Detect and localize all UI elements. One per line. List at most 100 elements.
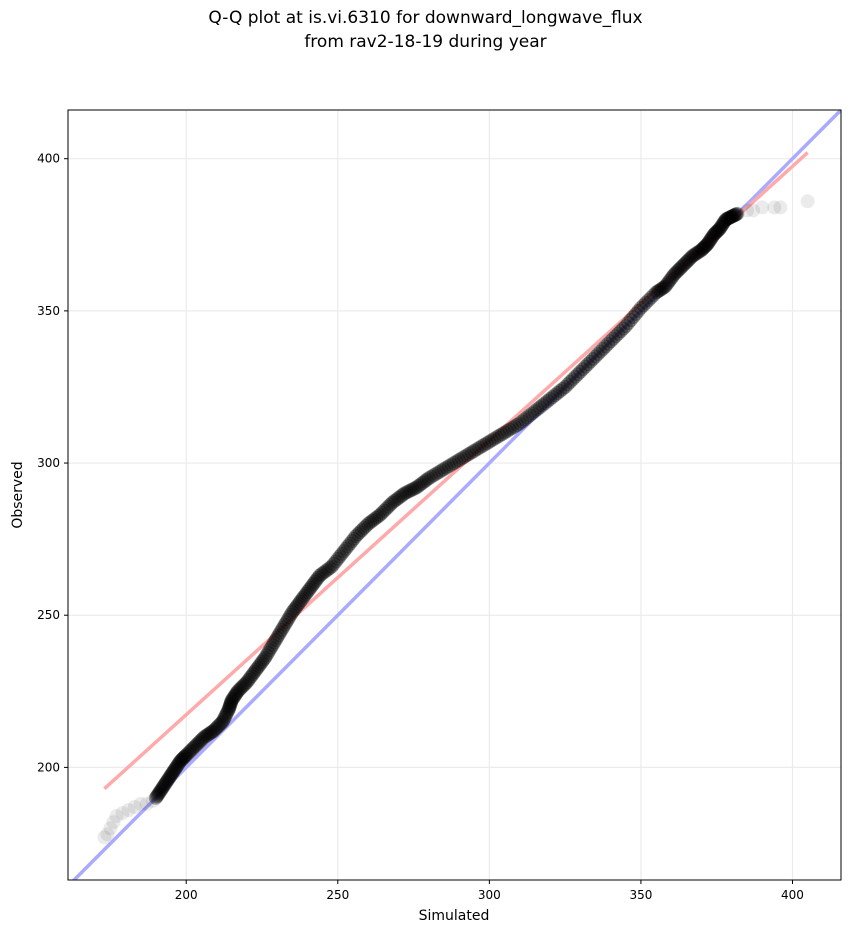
data-point <box>710 223 725 238</box>
data-point <box>505 421 520 436</box>
data-point <box>677 256 692 271</box>
data-point <box>363 515 378 530</box>
data-point <box>387 494 402 509</box>
data-point <box>226 690 241 705</box>
data-point <box>385 495 400 510</box>
data-point <box>230 684 245 699</box>
data-point <box>452 453 467 467</box>
data-point <box>532 400 547 415</box>
x-tick-label: 300 <box>478 888 501 902</box>
data-point <box>233 681 248 696</box>
data-point <box>517 412 532 427</box>
data-point <box>218 708 233 723</box>
data-point <box>535 398 550 413</box>
data-point <box>652 283 667 298</box>
data-point <box>510 418 525 432</box>
chart-title-line1: Q-Q plot at is.vi.6310 for downward_long… <box>208 8 643 28</box>
data-point <box>326 556 341 571</box>
data-point <box>487 431 502 446</box>
data-point <box>636 298 651 313</box>
data-point <box>303 580 318 595</box>
data-point <box>558 379 573 394</box>
data-point <box>690 246 705 261</box>
data-point <box>286 603 301 618</box>
data-point <box>621 316 636 331</box>
data-point <box>253 656 268 671</box>
data-point <box>395 488 410 502</box>
x-tick-label: 400 <box>781 888 804 902</box>
data-point <box>714 218 729 233</box>
data-point <box>346 531 361 546</box>
data-point <box>170 758 185 773</box>
data-point <box>512 416 527 431</box>
data-point <box>194 733 209 747</box>
data-point <box>457 449 472 464</box>
data-point <box>212 717 227 732</box>
data-point <box>204 724 219 739</box>
reference-line-fit <box>103 151 809 790</box>
data-point <box>391 491 406 506</box>
data-point <box>626 309 641 324</box>
data-point <box>139 796 154 811</box>
data-point <box>401 484 416 499</box>
grid <box>68 110 841 880</box>
data-point <box>653 282 668 297</box>
data-point <box>186 740 201 755</box>
data-point <box>492 428 507 443</box>
data-point <box>241 673 256 688</box>
data-point <box>256 652 271 667</box>
data-point <box>688 247 703 262</box>
data-point <box>540 394 555 409</box>
data-point <box>656 280 671 295</box>
plot-frame <box>67 109 842 881</box>
data-point <box>606 331 621 346</box>
data-point <box>424 469 439 484</box>
data-point <box>446 456 461 471</box>
data-point <box>168 761 183 776</box>
data-point <box>351 527 366 542</box>
data-point <box>188 739 203 754</box>
data-point <box>603 334 618 349</box>
data-point <box>680 253 695 268</box>
data-point <box>662 273 677 288</box>
data-point <box>178 749 193 764</box>
data-point <box>699 237 714 252</box>
data-point <box>703 232 718 247</box>
data-point <box>550 386 565 401</box>
data-point <box>273 625 288 640</box>
data-point <box>698 238 713 253</box>
data-point <box>314 567 329 582</box>
data-point <box>222 701 237 716</box>
data-point <box>379 501 394 516</box>
data-point <box>464 445 479 460</box>
data-point <box>311 570 326 585</box>
data-point <box>659 277 674 292</box>
data-point <box>482 434 497 449</box>
data-point <box>722 210 737 225</box>
data-point <box>671 262 686 277</box>
data-point <box>247 665 262 680</box>
data-point <box>365 513 380 528</box>
data-point <box>324 559 339 574</box>
data-point <box>685 249 700 264</box>
data-point <box>623 313 638 327</box>
data-point <box>746 203 761 218</box>
data-point <box>718 212 733 227</box>
y-tick-label: 350 <box>37 304 60 318</box>
data-point <box>527 404 542 419</box>
data-point <box>444 457 459 472</box>
data-point <box>171 757 186 772</box>
data-point <box>271 628 286 642</box>
data-point <box>198 728 213 743</box>
data-point <box>668 265 683 280</box>
data-point <box>700 236 715 251</box>
data-point <box>479 436 494 451</box>
data-point <box>166 764 181 779</box>
data-point <box>608 329 623 344</box>
data-point <box>520 410 535 425</box>
data-point <box>340 539 355 554</box>
data-point <box>216 712 231 727</box>
data-point <box>695 241 710 256</box>
data-point <box>294 593 309 607</box>
data-point <box>585 352 600 367</box>
